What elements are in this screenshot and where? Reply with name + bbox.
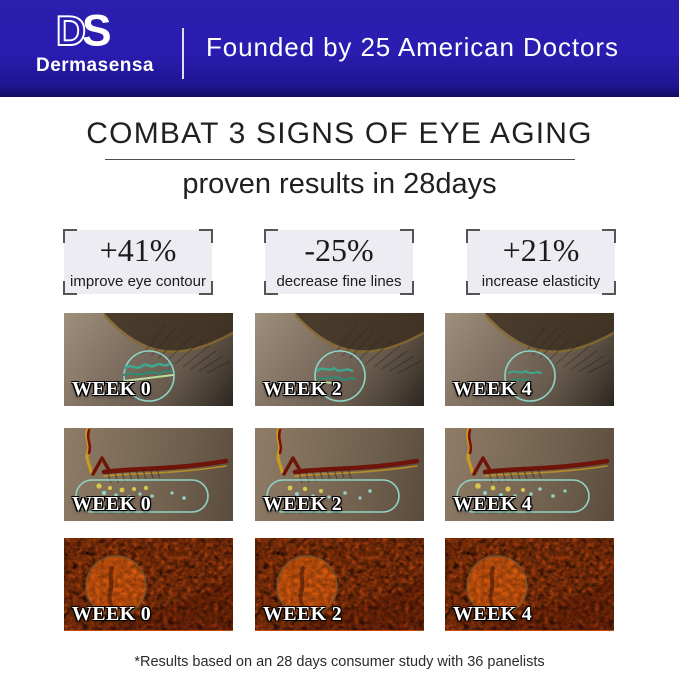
svg-text:D: D bbox=[56, 10, 86, 54]
svg-text:S: S bbox=[82, 10, 112, 54]
